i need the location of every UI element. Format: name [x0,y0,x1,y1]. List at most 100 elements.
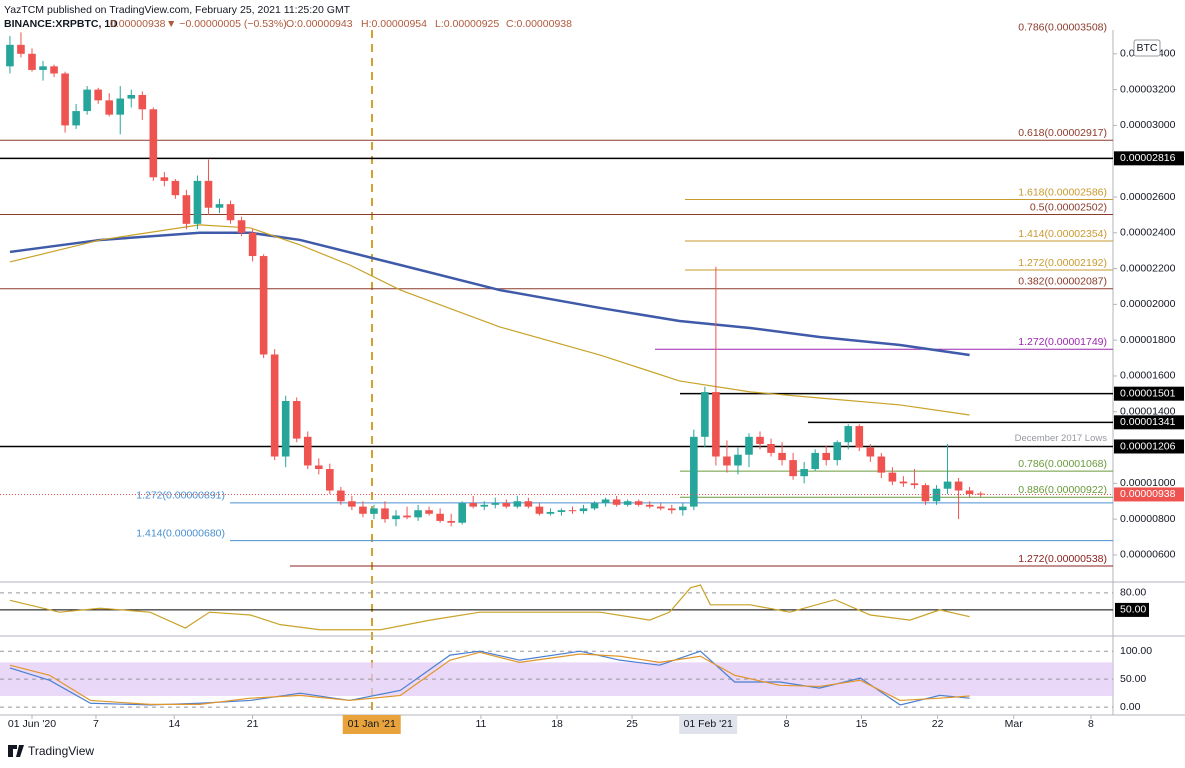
level-label: 1.272(0.00000538) [1018,553,1107,565]
candle-body [392,515,400,520]
candle-body [72,111,80,126]
level-note: December 2017 Lows [1015,433,1108,444]
candle-body [6,44,14,67]
candle-body [623,501,632,505]
level-label: 1.272(0.00000891) [136,490,225,502]
candle-body [303,436,312,466]
currency-box [1133,39,1161,57]
candle-body [292,401,301,439]
candle-body [601,499,610,504]
last-price: 0.00000938 [110,18,166,30]
y-tick-label: 0.00001800 [1120,334,1176,346]
candle-body [171,180,180,196]
candle-body [877,456,886,473]
candle-body [866,447,875,457]
candle-body [326,469,334,491]
candle-body [745,436,753,455]
candle-body [270,354,279,457]
tick-box [1115,602,1149,617]
indicator-line [9,651,970,705]
x-tick-label: 21 [247,718,259,730]
candle-body [690,436,698,507]
low: L:0.00000925 [435,18,499,30]
candle-body [590,503,599,509]
level-label: 0.786(0.00001068) [1018,458,1107,470]
candle-body [557,510,566,512]
candle-body [502,503,511,507]
x-tick-label: 14 [168,718,180,730]
candle-body [612,499,621,505]
level-label: 0.618(0.00002917) [1018,127,1107,139]
candle-body [94,89,102,101]
high: H:0.00000954 [361,18,427,30]
candle-body [712,392,720,457]
candle-body [513,501,522,507]
candle-body [182,195,191,224]
candle-body [469,503,478,507]
indicator-line [9,224,970,416]
currency: BTC [1137,42,1158,54]
y-tick-label: 0.00002000 [1120,298,1176,310]
level-label: 0.00001206 [1120,440,1176,452]
change: ▼ −0.00000005 (−0.53%) [166,18,287,30]
candle-body [524,501,533,507]
level-label: 0.786(0.00003508) [1018,21,1107,33]
candle-body [17,44,25,54]
x-tick-box [342,715,401,734]
y-tick-label: 0.00000600 [1120,549,1176,561]
x-tick-label: 18 [551,718,563,730]
candle-body [645,504,654,507]
x-tick-label: 01 Jun '20 [8,718,56,730]
candle-body [281,401,290,457]
candle-body [546,511,555,514]
x-tick-label: 25 [626,718,638,730]
candle-body [667,508,676,511]
candle-body [855,426,864,448]
candle-body [215,204,224,208]
level-label: 0.5(0.00002502) [1030,201,1107,213]
candle-body [756,436,764,444]
level-label: 0.886(0.00000922) [1018,484,1107,496]
y-tick-label: 0.00003000 [1120,119,1176,131]
brand: TradingView [28,744,94,758]
y-tick-label: 0.00002200 [1120,262,1176,274]
y-tick-label: 0.00002600 [1120,191,1176,203]
last-price-label: 0.00000938 [1120,488,1176,500]
candle-body [965,490,974,495]
tv-logo [8,745,24,757]
y-tick-label: 50.00 [1120,673,1146,685]
candle-body [248,232,257,257]
level-box [1114,415,1184,430]
candle-body [149,109,158,178]
indicator-line [9,231,970,357]
candle-body [28,53,36,70]
symbol: BINANCE:XRPBTC, 1D [4,18,118,30]
candle-body [579,508,588,512]
candle-body [348,501,356,507]
y-tick-label: 80.00 [1120,587,1146,599]
close: C:0.00000938 [506,18,572,30]
candle-body [226,204,235,221]
level-label: 1.618(0.00002586) [1018,186,1107,198]
candle-body [833,442,842,461]
candle-body [954,481,963,491]
candle-body [976,493,985,495]
y-tick-label: 50.00 [1120,604,1146,616]
candle-body [656,506,665,509]
candle-body [403,515,411,518]
candle-body [314,465,323,470]
x-tick-box [679,715,738,734]
candle-body [425,510,433,514]
level-label: 0.00002816 [1120,152,1176,164]
y-tick-label: 0.00003200 [1120,83,1176,95]
x-tick-label: 7 [93,718,99,730]
candle-body [116,98,125,115]
candle-body [138,94,147,110]
candle-body [800,469,808,477]
candle-body [480,504,489,507]
open: O:0.00000943 [286,18,353,30]
x-tick-label: 22 [932,718,944,730]
author-line: YazTCM published on TradingView.com, Feb… [4,4,351,16]
